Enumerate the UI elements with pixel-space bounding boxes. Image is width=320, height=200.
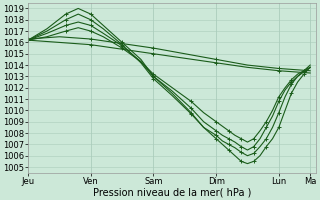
X-axis label: Pression niveau de la mer( hPa ): Pression niveau de la mer( hPa )	[93, 187, 252, 197]
